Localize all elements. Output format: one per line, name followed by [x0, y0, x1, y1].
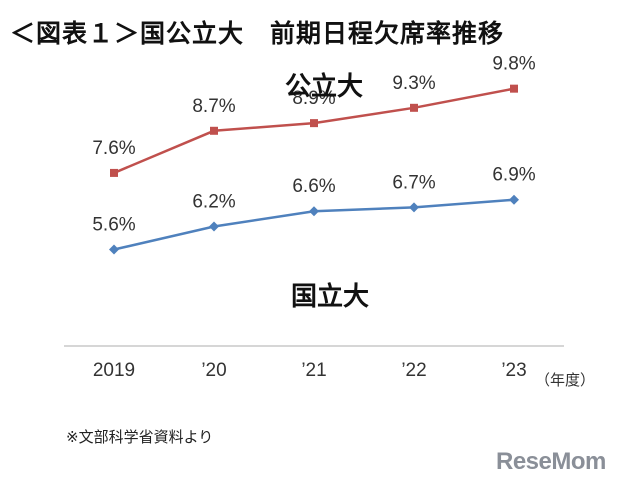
series-name-kouritsu: 公立大: [285, 71, 363, 102]
data-point: [410, 103, 418, 112]
x-tick-label: ’23: [501, 360, 526, 381]
data-point: [509, 194, 519, 205]
data-point: [210, 126, 218, 135]
source-note: ※文部科学省資料より: [66, 428, 214, 446]
chart-title: ＜図表１＞国公立大 前期日程欠席率推移: [10, 19, 505, 48]
series-name-kokuritsu: 国立大: [291, 281, 369, 312]
data-label: 7.6%: [92, 138, 135, 159]
x-tick-label: ’21: [301, 360, 326, 381]
resemom-logo: ReseMom: [496, 448, 606, 475]
data-label: 6.2%: [192, 192, 235, 213]
data-point: [110, 168, 118, 177]
data-label: 5.6%: [92, 215, 135, 236]
x-tick-label: 2019: [93, 360, 135, 381]
data-label: 9.3%: [392, 73, 435, 94]
data-label: 9.8%: [492, 54, 535, 75]
data-point: [510, 84, 518, 93]
x-tick-label: ’22: [401, 360, 426, 381]
data-label: 8.7%: [192, 96, 235, 117]
data-point: [310, 119, 318, 128]
x-axis-unit: （年度）: [535, 371, 595, 389]
x-tick-label: ’20: [201, 360, 226, 381]
data-label: 6.9%: [492, 165, 535, 186]
data-point: [309, 206, 319, 217]
data-point: [209, 221, 219, 232]
data-label: 6.7%: [392, 172, 435, 193]
data-label: 6.6%: [292, 176, 335, 197]
data-label: 8.9%: [292, 88, 335, 109]
data-point: [109, 244, 119, 255]
data-point: [409, 202, 419, 213]
